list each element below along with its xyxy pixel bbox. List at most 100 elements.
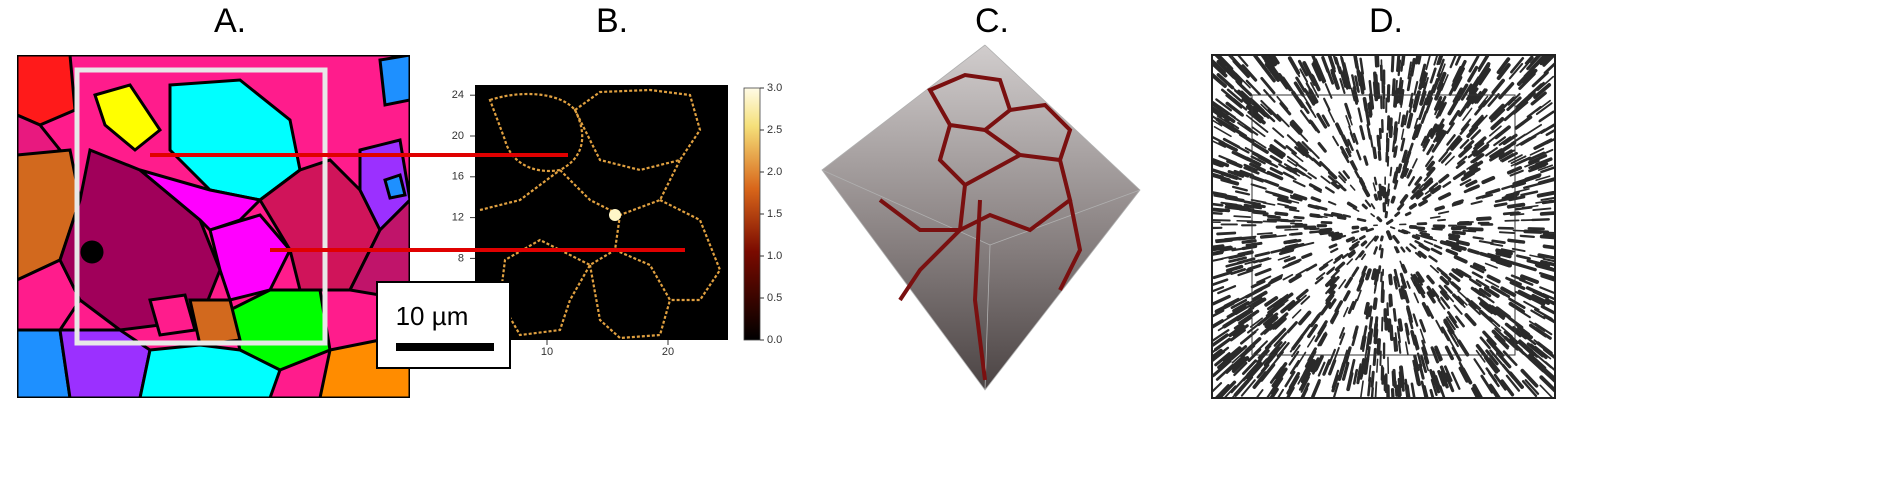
dash [1495,333,1510,348]
dash [1541,199,1555,205]
dash [1535,102,1553,116]
dash [1212,257,1224,263]
dash [1495,248,1513,256]
dash [1212,167,1228,176]
dash [1490,320,1502,332]
dash [1539,211,1555,216]
dash [1470,129,1482,141]
dash [1217,380,1237,398]
dash [1309,213,1321,219]
dash [1544,361,1555,372]
dash [1232,143,1250,154]
colorbar-tick-label: 1.0 [767,250,782,262]
dash [1468,119,1481,133]
dash [1500,326,1513,338]
dash [1291,344,1301,358]
dash [1444,372,1455,393]
dash [1226,88,1243,103]
dash [1437,299,1446,310]
dash [1484,279,1500,288]
dash [1500,286,1517,297]
dash [1246,264,1262,272]
dash [1274,234,1287,238]
dash [1273,341,1287,356]
dash [1406,307,1411,322]
dash [1525,123,1542,136]
region-box [74,67,328,346]
dash [1237,250,1254,257]
dash [1372,347,1377,366]
dash [1254,358,1268,373]
dash [1367,328,1374,345]
dash [1401,229,1411,234]
dash [1456,83,1469,101]
dash [1330,269,1340,279]
dash [1475,114,1488,128]
dash [1543,61,1555,75]
dash [1440,152,1452,164]
dash [1331,374,1340,393]
dash [1533,83,1552,99]
dash [1374,55,1378,68]
dash [1509,338,1523,352]
dash [1400,114,1406,128]
dash [1542,233,1555,238]
dash [1212,286,1225,293]
dash [1461,367,1473,385]
dash [1507,92,1521,106]
dash [1500,379,1515,397]
dash [1397,163,1403,174]
dash [1494,327,1507,340]
dash [1327,200,1337,206]
dash [1535,157,1553,167]
dash [1436,55,1442,66]
dash [1216,231,1237,236]
dash [1496,63,1511,81]
dash [1341,361,1350,381]
dash [1212,72,1227,88]
dash [1450,137,1463,151]
y-tick-label: 12 [452,212,464,224]
dash [1359,57,1364,75]
dash [1249,297,1267,310]
dash [1301,252,1313,259]
dash [1218,110,1236,124]
dash [1319,230,1332,236]
dash [1490,117,1505,131]
dash [1425,305,1434,319]
dash [1440,296,1451,309]
dash [1249,175,1264,183]
dash [1358,76,1365,95]
dash [1301,92,1312,109]
dash [1250,198,1267,204]
dash [1347,250,1356,258]
dash [1300,295,1311,305]
dash [1310,55,1319,68]
dash [1257,156,1274,166]
dash [1515,254,1531,260]
dash [1332,382,1340,398]
dash [1484,354,1498,372]
dash [1329,275,1340,287]
dash [1435,319,1444,334]
dash [1543,314,1555,324]
dash [1485,147,1498,157]
dash [1282,76,1295,94]
dash [1414,176,1423,186]
dash [1451,230,1466,236]
grain-map [17,55,410,398]
dash [1419,319,1427,333]
dash [1518,341,1535,357]
dash [1467,248,1481,255]
dash [1212,329,1230,343]
dash [1212,190,1228,197]
dash [1420,355,1428,374]
dash [1216,246,1233,251]
inner-frame [1251,94,1516,356]
dash [1279,102,1292,116]
dash [1311,379,1321,398]
volume-render [821,44,1141,391]
dash [1213,126,1232,138]
dash [1289,337,1302,353]
